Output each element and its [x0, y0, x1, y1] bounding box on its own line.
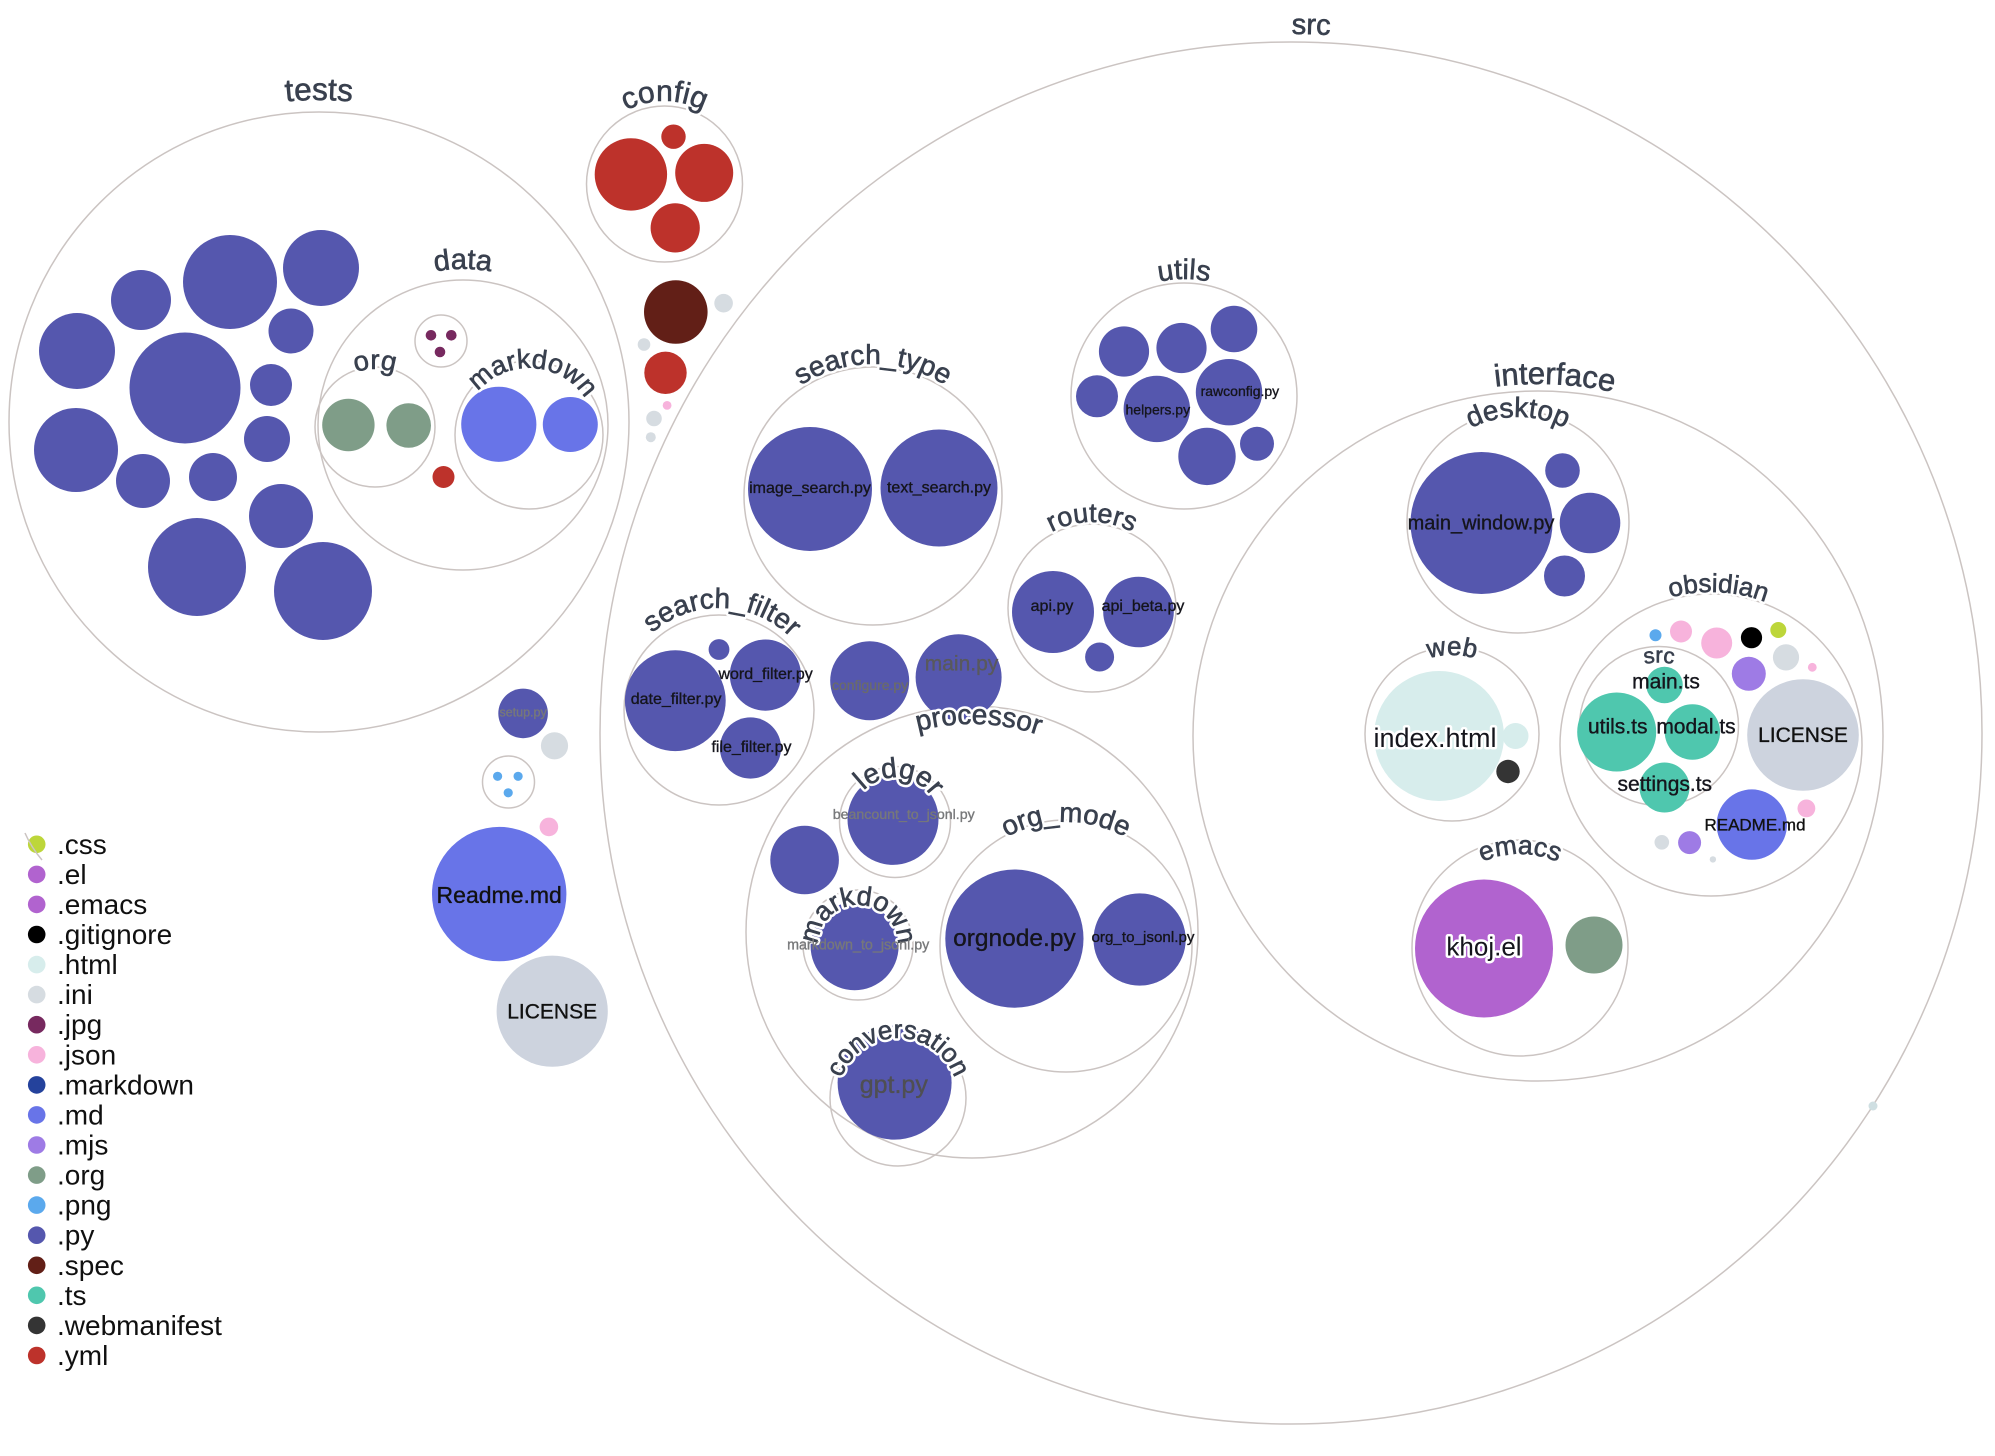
svg-text:settings.ts: settings.ts — [1618, 773, 1713, 796]
svg-text:.json: .json — [57, 1039, 116, 1070]
svg-text:main.py: main.py — [925, 652, 999, 675]
svg-text:org: org — [350, 344, 400, 378]
svg-text:README.md: README.md — [1704, 816, 1805, 835]
svg-text:.mjs: .mjs — [57, 1130, 108, 1161]
svg-text:image_search.py: image_search.py — [749, 480, 871, 497]
svg-text:LICENSE: LICENSE — [1758, 724, 1848, 747]
svg-text:text_search.py: text_search.py — [887, 480, 991, 497]
svg-text:beancount_to_jsonl.py: beancount_to_jsonl.py — [833, 807, 976, 823]
svg-text:khoj.el: khoj.el — [1446, 932, 1521, 962]
svg-text:utils: utils — [1155, 254, 1213, 288]
svg-text:web: web — [1423, 631, 1481, 664]
svg-text:.jpg: .jpg — [57, 1009, 102, 1040]
svg-text:api.py: api.py — [1031, 598, 1074, 615]
svg-text:src: src — [1292, 9, 1332, 42]
svg-text:.png: .png — [57, 1190, 112, 1221]
svg-text:configure.py: configure.py — [832, 677, 908, 693]
svg-text:.spec: .spec — [57, 1250, 124, 1281]
svg-text:data: data — [432, 244, 495, 279]
svg-text:src: src — [1642, 643, 1677, 669]
svg-text:orgnode.py: orgnode.py — [953, 925, 1076, 952]
svg-text:rawconfig.py: rawconfig.py — [1201, 383, 1280, 399]
svg-text:.org: .org — [57, 1160, 105, 1191]
svg-text:.html: .html — [57, 949, 118, 980]
svg-text:.ini: .ini — [57, 979, 93, 1010]
svg-text:index.html: index.html — [1373, 723, 1496, 753]
svg-text:helpers.py: helpers.py — [1126, 401, 1191, 417]
svg-text:.md: .md — [57, 1099, 104, 1130]
svg-text:org_to_jsonl.py: org_to_jsonl.py — [1091, 929, 1194, 946]
svg-text:.gitignore: .gitignore — [57, 919, 172, 950]
svg-text:src: src — [1642, 643, 1677, 669]
svg-text:.el: .el — [57, 859, 87, 890]
svg-text:modal.ts: modal.ts — [1656, 716, 1735, 739]
svg-text:setup.py: setup.py — [499, 706, 547, 720]
svg-text:.py: .py — [57, 1220, 94, 1251]
svg-text:word_filter.py: word_filter.py — [717, 666, 812, 683]
svg-text:gpt.py: gpt.py — [860, 1071, 929, 1099]
svg-text:main.ts: main.ts — [1632, 671, 1700, 694]
svg-text:utils.ts: utils.ts — [1588, 716, 1648, 739]
svg-text:src: src — [1292, 9, 1332, 42]
svg-text:.emacs: .emacs — [57, 889, 147, 920]
svg-text:LICENSE: LICENSE — [507, 1001, 597, 1024]
svg-text:main_window.py: main_window.py — [1408, 513, 1555, 535]
svg-text:.css: .css — [57, 829, 107, 860]
svg-text:.webmanifest: .webmanifest — [57, 1310, 222, 1341]
svg-text:web: web — [1423, 631, 1481, 664]
svg-text:api_beta.py: api_beta.py — [1102, 598, 1185, 615]
svg-text:org: org — [350, 344, 400, 378]
svg-text:.yml: .yml — [57, 1340, 108, 1371]
svg-text:.ts: .ts — [57, 1280, 87, 1311]
svg-text:tests: tests — [283, 71, 354, 109]
svg-text:data: data — [432, 244, 495, 279]
svg-text:.markdown: .markdown — [57, 1069, 194, 1100]
svg-text:file_filter.py: file_filter.py — [711, 739, 791, 756]
svg-text:utils: utils — [1155, 254, 1213, 288]
svg-text:date_filter.py: date_filter.py — [631, 691, 722, 708]
svg-text:interface: interface — [1492, 356, 1619, 399]
svg-text:markdown_to_jsonl.py: markdown_to_jsonl.py — [787, 937, 930, 953]
svg-text:Readme.md: Readme.md — [437, 882, 562, 908]
